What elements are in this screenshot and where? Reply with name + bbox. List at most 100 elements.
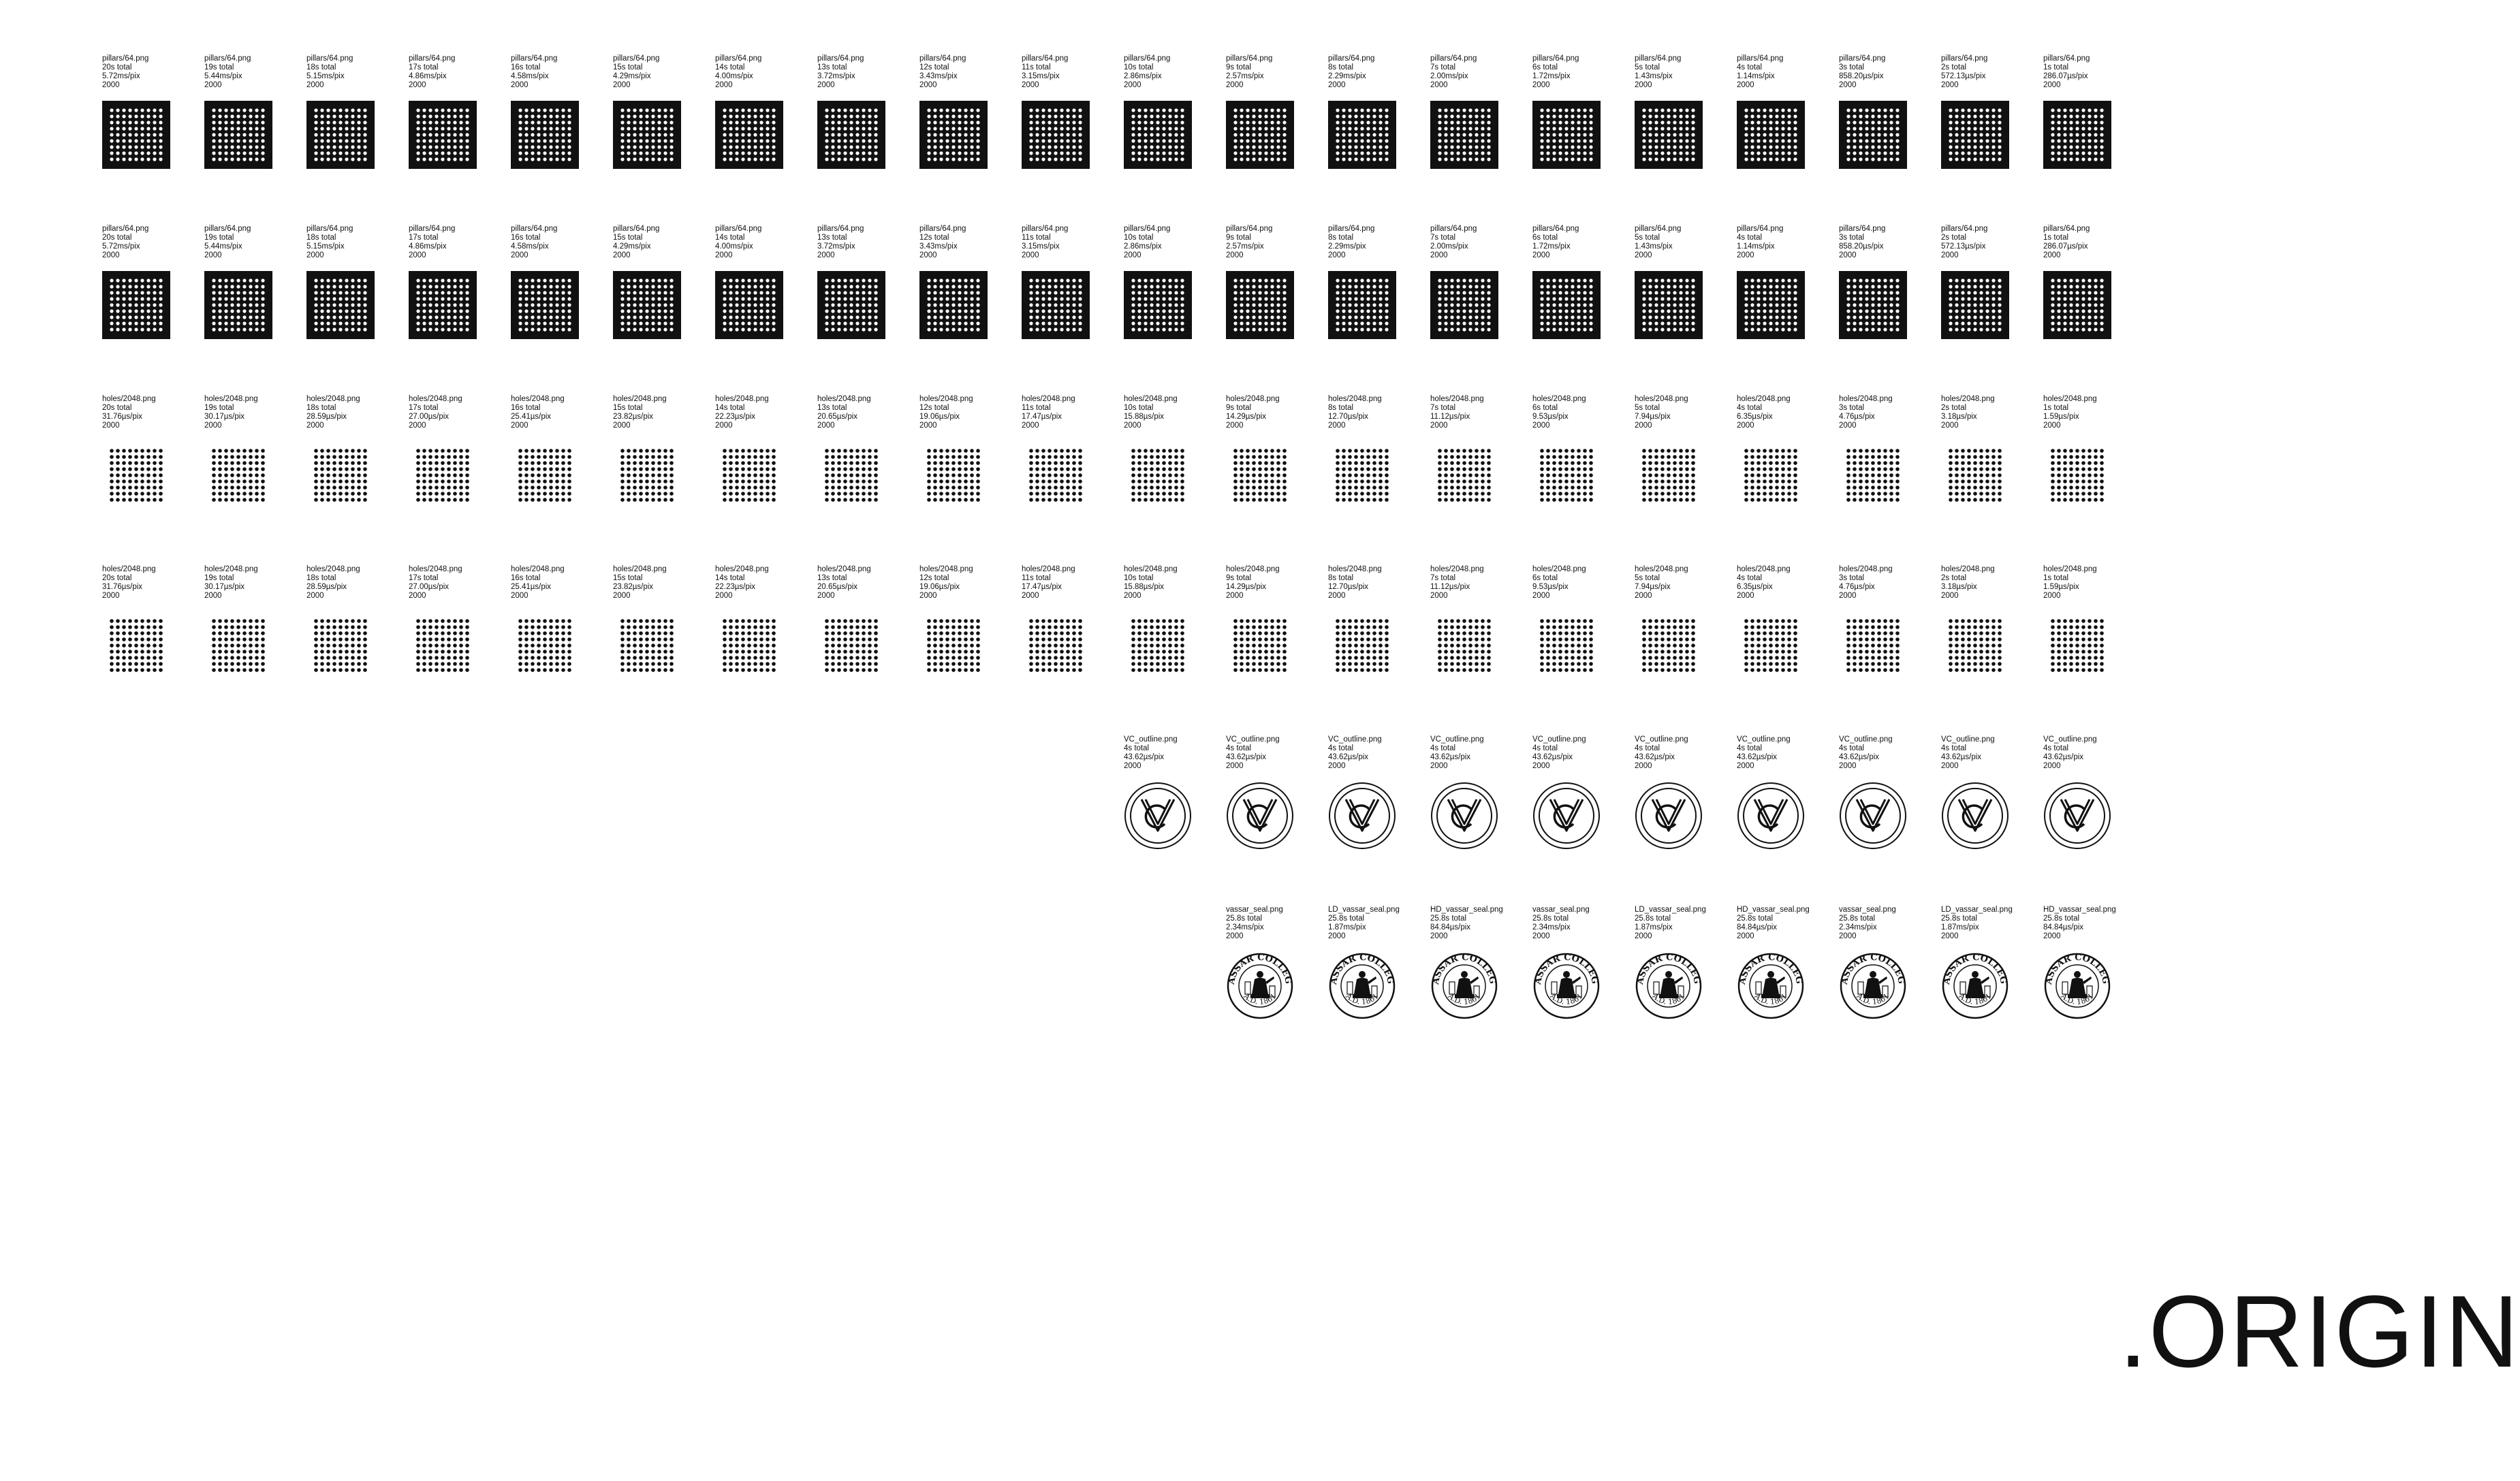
per-pixel-time: 5.44ms/pix (204, 242, 242, 251)
pillar-dot (1685, 121, 1689, 125)
pillar-dot (1865, 127, 1869, 131)
pillar-dot (1889, 285, 1893, 289)
pillar-dot (1131, 303, 1135, 307)
pillar-dot (345, 328, 349, 332)
pillar-dot (140, 157, 144, 161)
hole-dot (1540, 485, 1544, 490)
pillar-dot (2088, 321, 2092, 325)
hole-dot (1564, 473, 1569, 477)
pillar-dot (549, 328, 553, 332)
pillar-dot (825, 328, 829, 332)
hole-dot (218, 492, 222, 496)
pillar-dot (945, 303, 949, 307)
pillar-dot (1564, 297, 1569, 301)
pillar-dot (338, 145, 343, 149)
pillar-dot (422, 328, 426, 332)
pillar-dot (663, 127, 667, 131)
pillar-dot (1949, 278, 1953, 283)
hole-dot (236, 485, 240, 490)
pillar-dot (1276, 315, 1280, 319)
pillar-dot (964, 151, 968, 155)
hole-dot (651, 449, 655, 453)
pillar-dot (1379, 145, 1383, 149)
pillar-dot (825, 121, 829, 125)
pillar-dot (537, 315, 541, 319)
total-time: 19s total (204, 404, 234, 412)
pillar-dot (224, 151, 228, 155)
pillar-dot (1895, 303, 1900, 307)
pillar-dot (1691, 315, 1695, 319)
pillar-dot (2100, 127, 2104, 131)
pillar-dot (338, 328, 343, 332)
pillar-dot (146, 321, 151, 325)
pillar-dot (2088, 139, 2092, 143)
total-time: 11s total (1022, 404, 1051, 412)
pillar-dot (1961, 139, 1965, 143)
hole-dot (242, 479, 247, 483)
pillar-dot (128, 114, 132, 118)
pillar-dot (537, 157, 541, 161)
pillar-dot (1156, 328, 1160, 332)
pillar-dot (453, 309, 457, 313)
pillar-dot (766, 133, 770, 137)
pillar-dot (976, 297, 980, 301)
pillar-dot (345, 108, 349, 112)
pillar-dot (741, 108, 745, 112)
hole-dot (518, 485, 522, 490)
pillar-dot (1270, 291, 1274, 295)
pillar-dot (1468, 297, 1472, 301)
pillar-dot (1366, 139, 1370, 143)
pillars-thumbnail (817, 101, 885, 169)
pillar-dot (561, 108, 565, 112)
hole-dot (1642, 455, 1646, 459)
pillar-dot (224, 127, 228, 131)
pillar-dot (1162, 145, 1166, 149)
pillar-dot (1871, 278, 1875, 283)
hole-dot (1450, 467, 1454, 471)
per-pixel-time: 4.58ms/pix (511, 72, 549, 80)
pillar-dot (2094, 145, 2098, 149)
pillar-dot (2069, 291, 2073, 295)
pillars-render-cell: pillars/64.png 17s total 4.86ms/pix 2000 (409, 54, 511, 225)
pillar-dot (1889, 151, 1893, 155)
hole-dot (868, 455, 872, 459)
pillar-dot (1156, 139, 1160, 143)
pillar-dot (1078, 315, 1082, 319)
pillar-dot (1679, 297, 1683, 301)
pillar-dot (338, 121, 343, 125)
pillar-dot (855, 321, 860, 325)
pillar-dot (1360, 303, 1364, 307)
pillar-dot (741, 278, 745, 283)
hole-dot (416, 479, 420, 483)
hole-dot (1577, 485, 1581, 490)
pillar-dot (1468, 145, 1472, 149)
pillar-dot (465, 121, 469, 125)
pillar-dot (518, 108, 522, 112)
pillar-dot (645, 297, 649, 301)
pillar-dot (1462, 278, 1466, 283)
pillar-dot (1456, 108, 1460, 112)
sample-count: 2000 (1941, 81, 1959, 89)
pillars-image (511, 271, 579, 339)
pillar-dot (670, 297, 674, 301)
pillar-dot (1967, 315, 1971, 319)
pillar-dot (140, 127, 144, 131)
pillar-dot (218, 151, 222, 155)
hole-dot (567, 485, 571, 490)
pillar-dot (1264, 145, 1268, 149)
pillar-dot (945, 108, 949, 112)
hole-dot (1571, 467, 1575, 471)
pillar-dot (1180, 278, 1184, 283)
hole-dot (1444, 449, 1448, 453)
total-time: 20s total (102, 234, 132, 242)
pillar-dot (970, 157, 974, 161)
pillar-dot (1336, 139, 1340, 143)
pillar-dot (435, 291, 439, 295)
pillar-dot (1883, 139, 1887, 143)
pillar-dot (1679, 114, 1683, 118)
pillar-dot (1973, 114, 1977, 118)
pillar-dot (2075, 139, 2079, 143)
pillar-dot (645, 157, 649, 161)
pillars-thumbnail (919, 271, 988, 339)
hole-dot (1029, 449, 1033, 453)
